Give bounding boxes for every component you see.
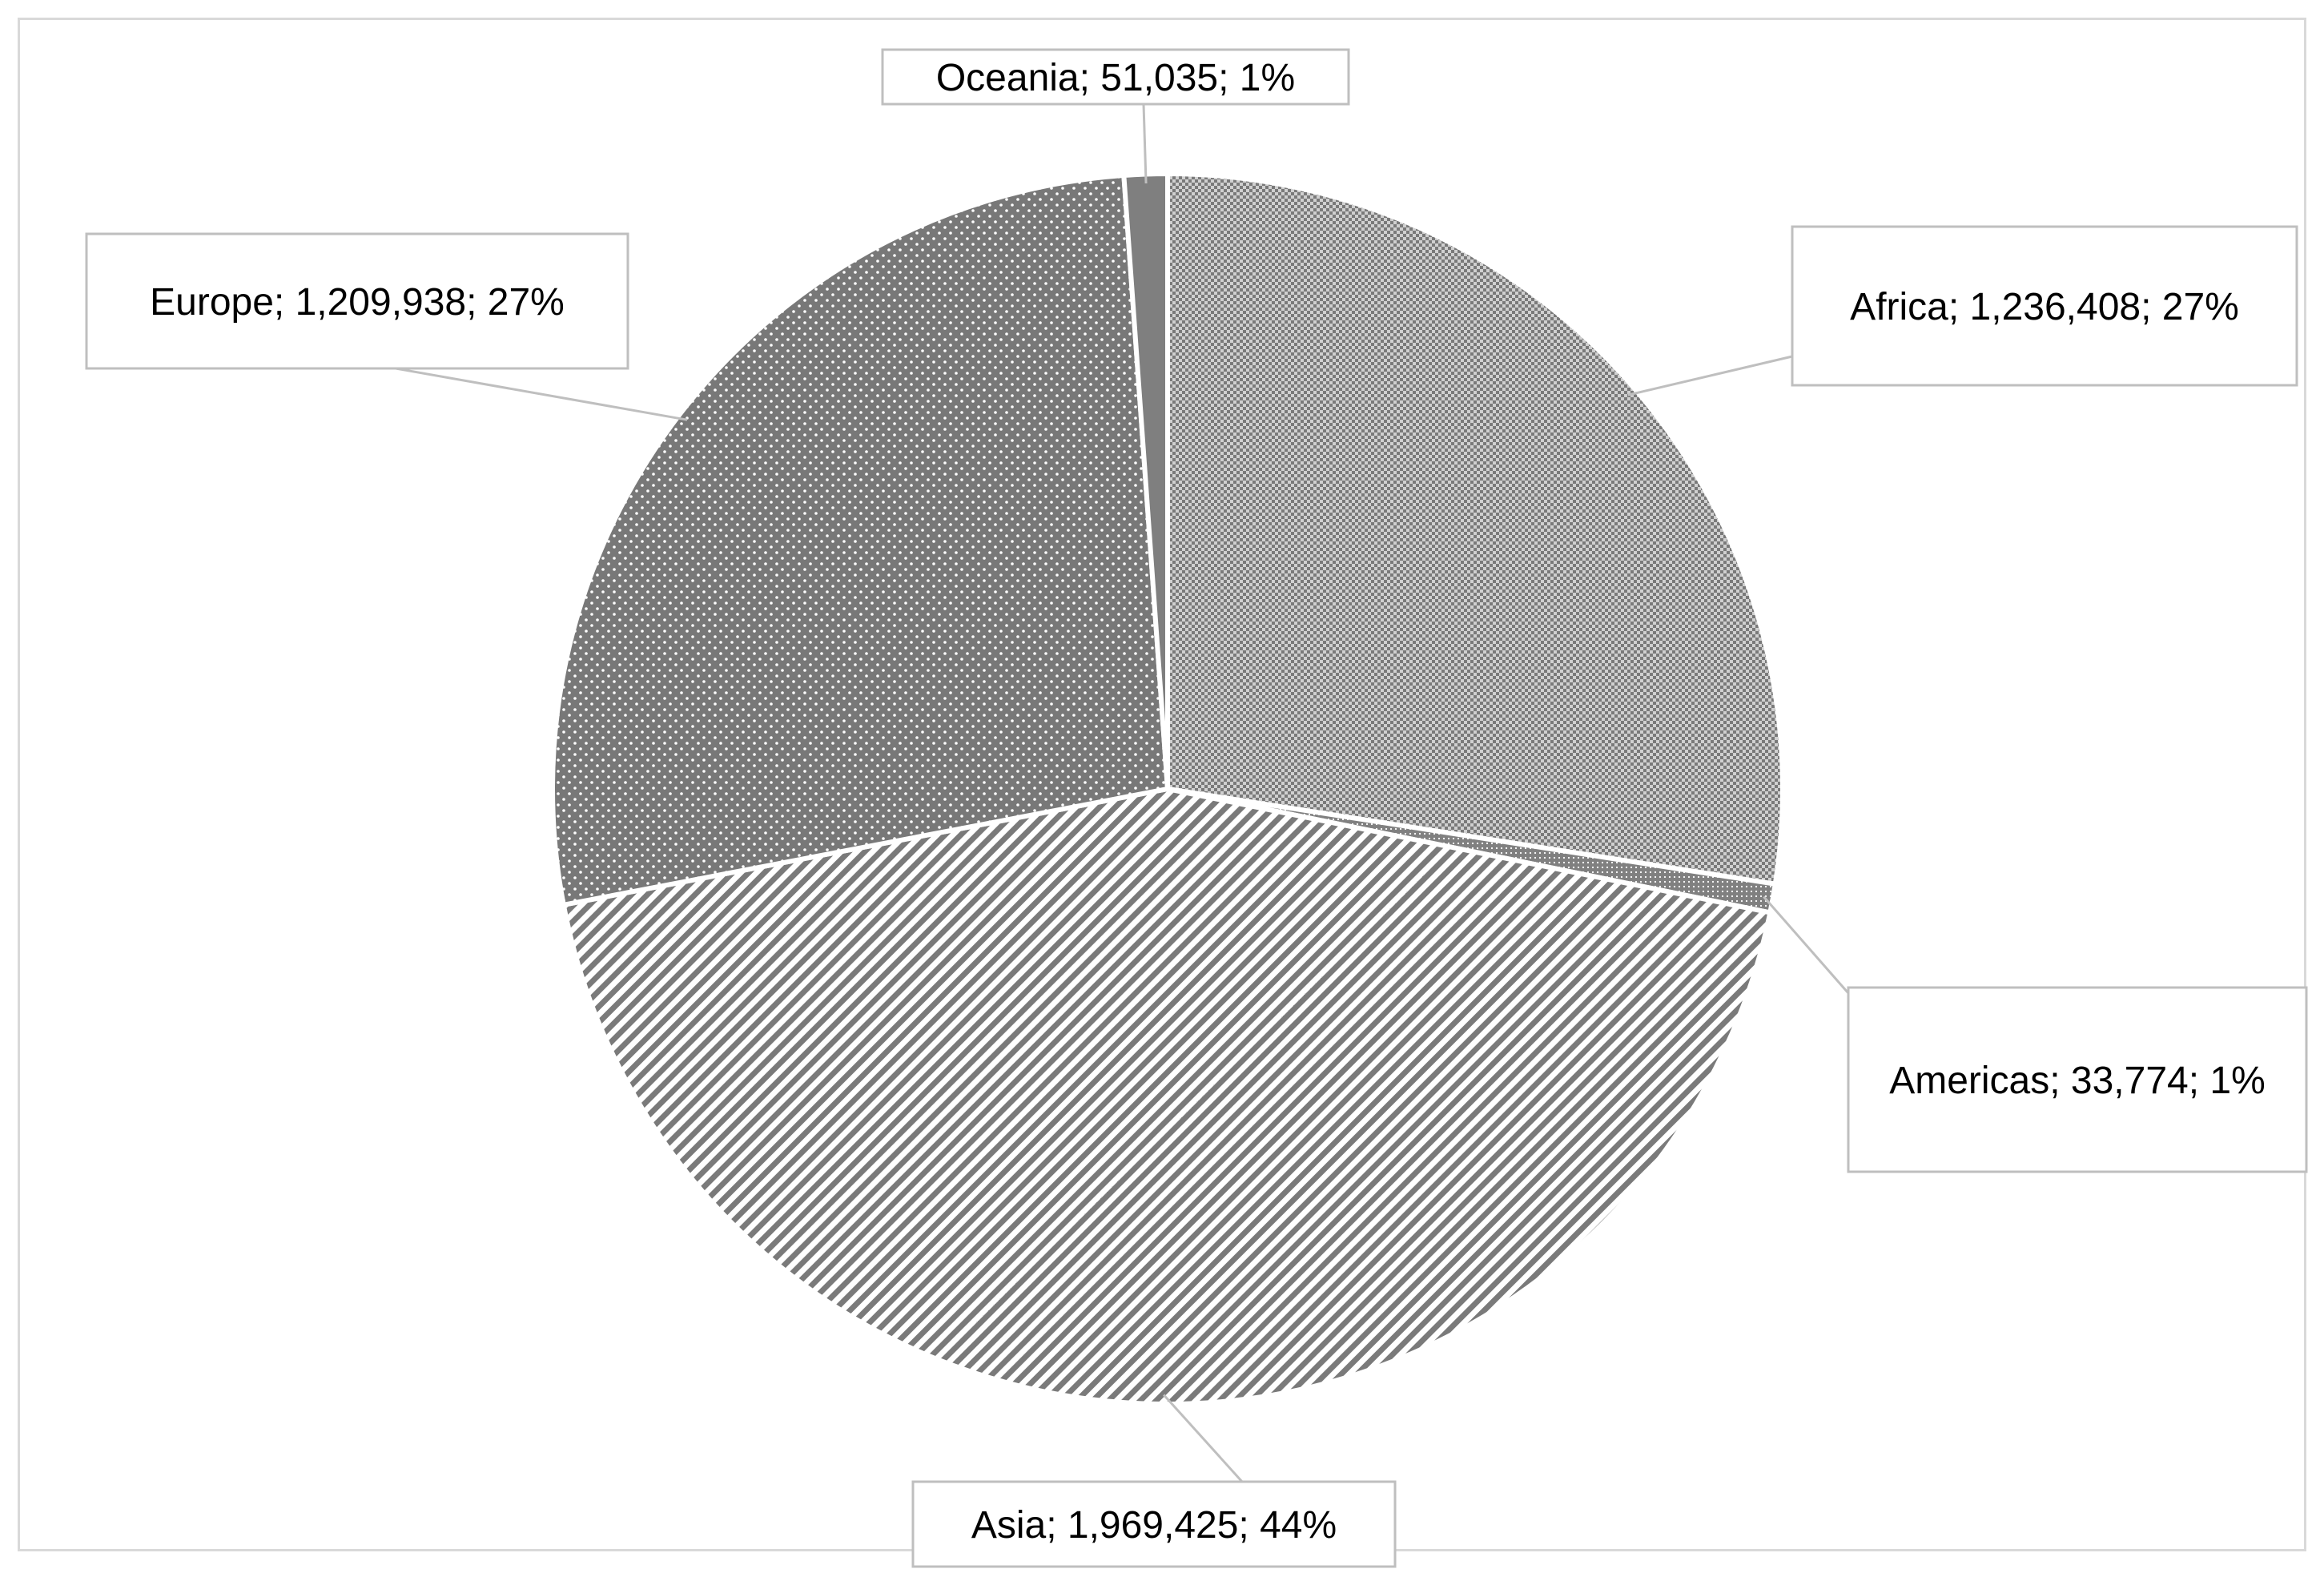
leader-line-americas: [1763, 895, 1850, 994]
data-label-box-europe: [85, 232, 629, 370]
data-label-text-asia: Asia; 1,969,425; 44%: [971, 1504, 1337, 1547]
leader-line-africa: [1627, 355, 1793, 396]
data-label-europe: Europe; 1,209,938; 27%: [85, 232, 629, 370]
data-label-box-asia: [911, 1480, 1397, 1568]
data-label-oceania: Oceania; 51,035; 1%: [881, 48, 1350, 106]
leader-line-asia: [1163, 1394, 1244, 1483]
leader-line-europe: [395, 367, 688, 421]
data-label-text-europe: Europe; 1,209,938; 27%: [150, 281, 565, 324]
data-label-africa: Africa; 1,236,408; 27%: [1791, 225, 2298, 387]
data-label-box-oceania: [881, 48, 1350, 106]
pie-slice-africa: [1165, 171, 1785, 887]
data-label-asia: Asia; 1,969,425; 44%: [911, 1480, 1397, 1568]
leader-line-oceania: [1142, 103, 1148, 184]
data-label-text-americas: Americas; 33,774; 1%: [1889, 1060, 2266, 1102]
data-label-text-africa: Africa; 1,236,408; 27%: [1850, 286, 2239, 328]
pie-slice-asia: [561, 787, 1773, 1406]
data-label-box-americas: [1847, 986, 2308, 1173]
data-label-text-oceania: Oceania; 51,035; 1%: [936, 57, 1295, 99]
pie-slice-europe: [550, 172, 1170, 907]
data-label-box-africa: [1791, 225, 2298, 387]
data-label-americas: Americas; 33,774; 1%: [1847, 986, 2308, 1173]
